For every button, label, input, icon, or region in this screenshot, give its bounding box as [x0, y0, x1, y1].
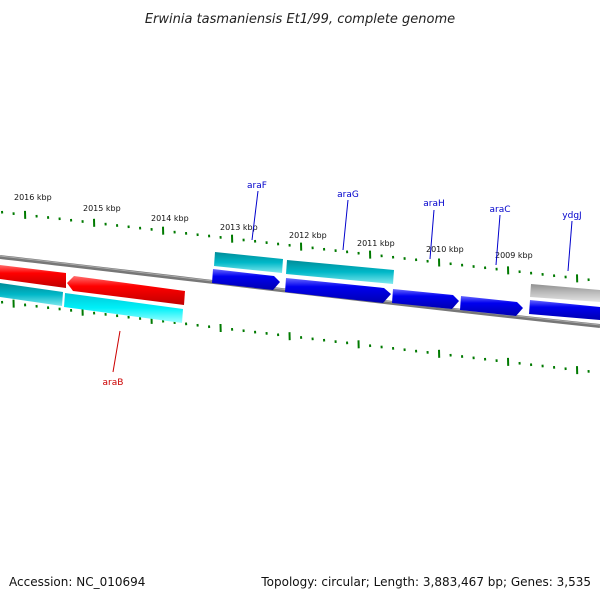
map-title: Erwinia tasmaniensis Et1/99, complete ge… [145, 12, 455, 27]
gene-arrow [212, 269, 280, 290]
scale-label-2012: 2012 kbp [289, 231, 327, 240]
gene-arrow [460, 296, 523, 316]
cds-feature [214, 252, 283, 273]
gene-label-araH: araH [423, 199, 445, 209]
gene-arrow [67, 276, 185, 305]
other-gene-feature [530, 284, 600, 302]
cds-feature [0, 283, 63, 306]
gene-label-araG: araG [337, 190, 359, 200]
gene-label-araB: araB [103, 378, 124, 388]
outer-tick-ring [1, 210, 590, 283]
gene-leader-lines [112, 190, 573, 373]
scale-label-2009: 2009 kbp [495, 251, 533, 260]
forward-gene-track [212, 269, 600, 320]
gene-arrow [392, 289, 459, 309]
reverse-gene-track [0, 265, 185, 305]
scale-label-2010: 2010 kbp [426, 245, 464, 254]
gene-arrow [285, 278, 391, 303]
gene-arrow [529, 300, 600, 320]
scale-label-2013: 2013 kbp [220, 223, 258, 232]
reverse-cds-track [0, 283, 183, 323]
cds-feature [64, 293, 183, 323]
cds-feature [286, 260, 394, 284]
gene-label-ydgJ: ydgJ [562, 211, 581, 221]
scale-label-2016: 2016 kbp [14, 193, 52, 202]
scale-label-2011: 2011 kbp [357, 239, 395, 248]
genome-summary: Topology: circular; Length: 3,883,467 bp… [260, 575, 591, 589]
gene-label-araF: araF [247, 181, 267, 191]
gene-label-araC: araC [489, 205, 510, 215]
forward-cds-track [214, 252, 394, 284]
accession-label: Accession: NC_010694 [9, 575, 145, 589]
inner-tick-ring [1, 299, 590, 375]
scale-label-2014: 2014 kbp [151, 214, 189, 223]
gene-arrow [0, 265, 66, 288]
scale-label-2015: 2015 kbp [83, 204, 121, 213]
